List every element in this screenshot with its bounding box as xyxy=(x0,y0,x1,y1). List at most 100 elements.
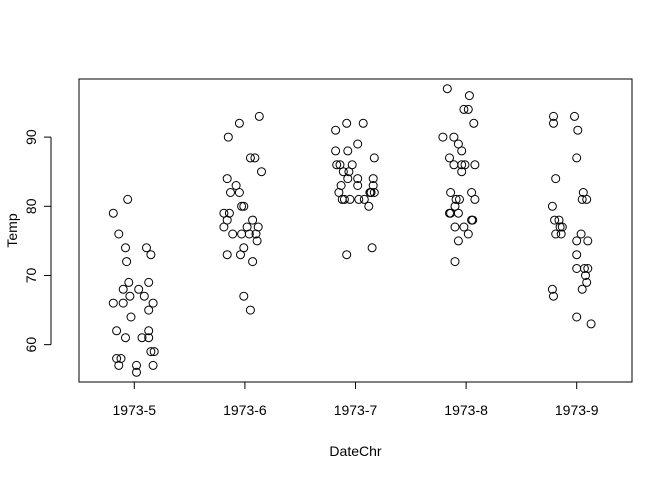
data-point xyxy=(114,360,124,370)
data-point xyxy=(556,229,566,239)
data-point xyxy=(463,104,473,114)
data-point xyxy=(549,111,558,121)
data-point xyxy=(572,236,582,246)
x-tick-label: 1973-5 xyxy=(113,402,157,418)
data-point xyxy=(253,222,263,232)
data-point xyxy=(555,222,565,232)
data-point xyxy=(336,181,346,190)
data-point xyxy=(582,194,592,204)
x-tick-label: 1973-8 xyxy=(444,402,488,418)
data-point xyxy=(573,125,583,135)
data-point xyxy=(468,215,478,225)
data-point xyxy=(142,243,151,253)
data-point xyxy=(551,174,561,184)
data-point xyxy=(368,174,378,184)
data-point xyxy=(353,139,363,149)
data-point xyxy=(572,250,582,260)
data-point xyxy=(248,257,258,267)
data-point xyxy=(354,194,364,204)
y-tick-label: 60 xyxy=(23,337,39,353)
data-point xyxy=(245,305,255,315)
data-point xyxy=(123,194,133,204)
data-point xyxy=(132,360,141,370)
data-point xyxy=(455,194,464,204)
data-point xyxy=(445,153,454,163)
data-point xyxy=(331,146,341,156)
data-point xyxy=(345,194,355,204)
data-point xyxy=(366,188,376,197)
data-point xyxy=(438,132,448,142)
data-point xyxy=(132,367,141,377)
data-point xyxy=(228,229,238,239)
data-point xyxy=(239,201,249,211)
data-point xyxy=(108,208,118,218)
data-point xyxy=(126,312,136,322)
data-point xyxy=(234,118,244,128)
data-point xyxy=(369,153,379,163)
data-point xyxy=(331,125,341,135)
data-point xyxy=(579,264,589,273)
data-point xyxy=(248,215,258,225)
data-point xyxy=(464,91,474,101)
y-tick-label: 90 xyxy=(23,129,39,145)
data-point xyxy=(342,250,352,260)
data-point xyxy=(353,181,363,190)
data-point xyxy=(245,153,255,163)
data-point xyxy=(118,298,128,308)
data-point xyxy=(343,174,353,184)
x-axis: 1973-5 1973-6 1973-7 1973-8 1973-9 xyxy=(113,382,599,418)
data-point xyxy=(124,277,134,287)
data-point xyxy=(547,201,557,211)
data-point xyxy=(369,188,379,197)
data-point xyxy=(583,236,593,246)
data-point xyxy=(134,284,144,294)
data-point xyxy=(144,326,154,336)
x-tick-label: 1973-6 xyxy=(223,402,267,418)
data-point xyxy=(459,222,469,232)
data-point xyxy=(550,215,560,225)
data-point xyxy=(551,229,561,239)
data-point xyxy=(144,277,154,287)
y-axis: 60 70 80 90 xyxy=(23,129,52,353)
data-point xyxy=(244,229,254,239)
data-point xyxy=(570,111,579,121)
data-point xyxy=(549,118,558,128)
data-point xyxy=(450,257,460,267)
data-point xyxy=(239,291,249,301)
data-point xyxy=(339,194,349,204)
data-point xyxy=(577,194,587,204)
data-point xyxy=(139,291,149,301)
data-point xyxy=(470,160,480,170)
data-point xyxy=(146,250,156,260)
data-point xyxy=(114,229,124,239)
data-point xyxy=(234,188,244,197)
data-point xyxy=(451,194,461,204)
data-point xyxy=(572,312,582,322)
data-point xyxy=(144,333,154,343)
data-point xyxy=(121,333,130,343)
y-tick-label: 80 xyxy=(23,198,39,214)
data-point xyxy=(459,104,469,114)
data-point xyxy=(112,354,122,363)
data-point xyxy=(470,194,480,204)
data-point xyxy=(576,229,586,239)
data-point xyxy=(338,167,348,177)
data-point xyxy=(226,188,235,197)
x-tick-label: 1973-9 xyxy=(555,402,599,418)
data-point xyxy=(332,160,342,170)
data-point xyxy=(353,174,363,184)
data-point xyxy=(549,291,558,301)
data-point xyxy=(547,284,557,294)
data-point xyxy=(442,84,452,94)
data-point xyxy=(222,215,232,225)
data-point xyxy=(224,208,234,218)
data-point xyxy=(118,284,128,294)
data-point xyxy=(146,347,156,357)
data-point xyxy=(342,118,352,128)
data-point xyxy=(239,243,249,253)
data-point xyxy=(222,174,232,184)
data-point xyxy=(457,160,467,170)
y-tick-label: 70 xyxy=(23,267,39,283)
data-point xyxy=(586,319,596,329)
